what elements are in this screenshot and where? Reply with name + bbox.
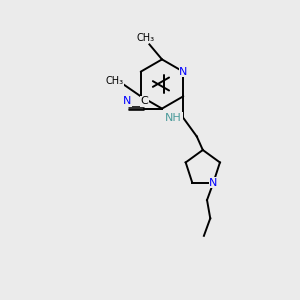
Text: C: C — [141, 96, 148, 106]
Text: N: N — [179, 67, 188, 77]
Text: N: N — [123, 96, 132, 106]
Text: CH₃: CH₃ — [137, 33, 155, 43]
Text: NH: NH — [165, 113, 182, 123]
Text: CH₃: CH₃ — [106, 76, 124, 86]
Text: N: N — [209, 178, 218, 188]
